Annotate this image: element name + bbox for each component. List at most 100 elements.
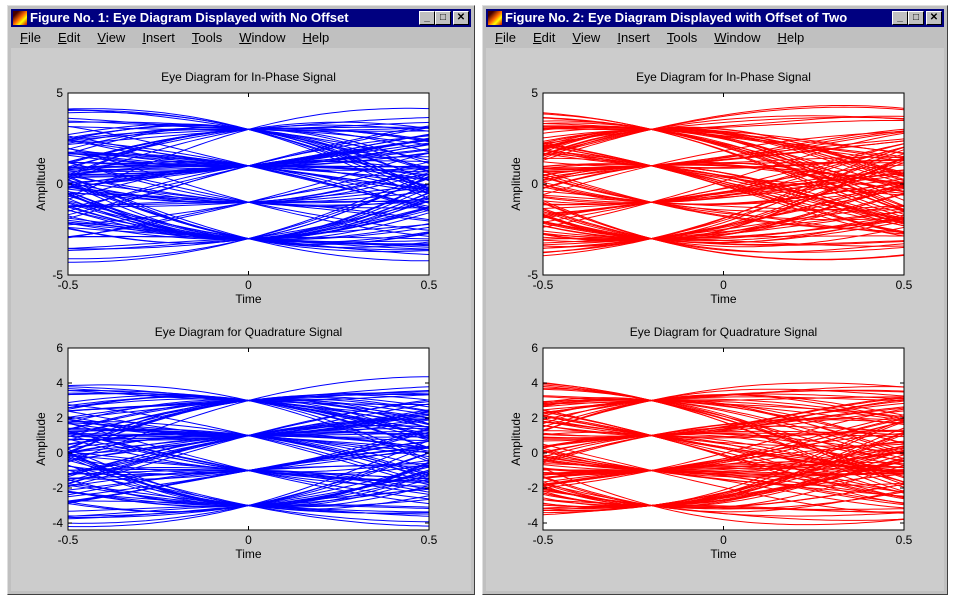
eye-trace xyxy=(542,201,905,253)
x-tick-label: -0.5 xyxy=(533,533,554,547)
eye-trace xyxy=(67,469,430,507)
eye-trace xyxy=(67,435,429,482)
maximize-button[interactable]: □ xyxy=(435,11,451,25)
eye-trace xyxy=(542,176,905,212)
eye-trace xyxy=(67,386,430,412)
matlab-logo-icon xyxy=(488,11,502,25)
x-tick-label: 0 xyxy=(720,533,727,547)
menu-file[interactable]: File xyxy=(20,30,41,45)
eye-trace xyxy=(542,399,905,444)
menu-insert[interactable]: Insert xyxy=(142,30,175,45)
eye-trace xyxy=(542,149,905,242)
eye-trace xyxy=(542,120,905,211)
chart-title: Eye Diagram for Quadrature Signal xyxy=(630,325,817,339)
y-tick-label: 4 xyxy=(531,376,538,390)
eye-trace xyxy=(542,186,905,240)
y-tick-label: 0 xyxy=(56,446,63,460)
axes: -0.5 0 0.5 -4 -2 0 2 4 6 Eye Diagram for Quadratu… xyxy=(509,325,913,561)
y-tick-label: 6 xyxy=(56,341,63,355)
eye-trace xyxy=(542,467,905,526)
y-tick-label: 2 xyxy=(531,411,538,425)
menu-window[interactable]: Window xyxy=(714,30,761,45)
traces xyxy=(542,382,905,526)
eye-trace xyxy=(542,131,905,196)
minimize-button[interactable]: _ xyxy=(892,11,908,25)
x-tick-label: -0.5 xyxy=(533,278,554,292)
x-tick-label: 0.5 xyxy=(896,533,913,547)
traces xyxy=(542,105,905,261)
eye-trace xyxy=(542,447,905,478)
eye-trace xyxy=(67,165,430,176)
y-tick-label: 5 xyxy=(56,86,63,100)
x-tick-label: -0.5 xyxy=(58,533,79,547)
eye-trace xyxy=(542,414,905,493)
x-axis-label: Time xyxy=(235,547,262,561)
eye-trace xyxy=(542,125,905,213)
eye-trace xyxy=(542,214,905,241)
menu-help[interactable]: Help xyxy=(302,30,330,45)
eye-trace xyxy=(542,425,905,438)
y-axis-label: Amplitude xyxy=(509,412,523,466)
eye-trace xyxy=(543,126,905,159)
eye-trace xyxy=(542,190,905,235)
maximize-button[interactable]: □ xyxy=(908,11,924,25)
menu-edit[interactable]: Edit xyxy=(532,30,556,45)
title-bar[interactable]: Figure No. 1: Eye Diagram Displayed with… xyxy=(11,9,471,27)
eye-diagram-figure: -0.5 0 0.5 -5 0 5 Eye Diagram for In-Phase Sig… xyxy=(509,70,913,561)
eye-trace xyxy=(542,431,905,507)
x-tick-label: 0.5 xyxy=(421,278,438,292)
menu-edit[interactable]: Edit xyxy=(57,30,81,45)
axes: -0.5 0 0.5 -5 0 5 Eye Diagram for In-Phase Sig… xyxy=(34,70,438,306)
close-button[interactable]: ✕ xyxy=(926,11,942,25)
title-bar[interactable]: Figure No. 2: Eye Diagram Displayed with… xyxy=(486,9,944,27)
x-tick-label: -0.5 xyxy=(58,278,79,292)
y-tick-label: 5 xyxy=(531,86,538,100)
traces xyxy=(67,107,430,263)
close-button[interactable]: ✕ xyxy=(453,11,469,25)
eye-trace xyxy=(542,382,905,431)
eye-trace xyxy=(542,443,905,514)
menu-tools[interactable]: Tools xyxy=(191,30,223,45)
minimize-button[interactable]: _ xyxy=(419,11,435,25)
eye-trace xyxy=(542,399,905,454)
y-tick-label: 0 xyxy=(531,446,538,460)
eye-trace xyxy=(542,200,905,261)
menu-window[interactable]: Window xyxy=(239,30,286,45)
x-axis-label: Time xyxy=(235,292,262,306)
eye-trace xyxy=(542,140,905,171)
eye-trace xyxy=(542,184,905,249)
menu-view[interactable]: View xyxy=(572,30,601,45)
x-tick-label: 0 xyxy=(245,533,252,547)
eye-trace xyxy=(542,469,905,493)
menu-help[interactable]: Help xyxy=(777,30,805,45)
eye-trace xyxy=(542,128,905,210)
window-title: Figure No. 2: Eye Diagram Displayed with… xyxy=(505,10,848,25)
x-tick-label: 0.5 xyxy=(421,533,438,547)
eye-trace xyxy=(542,399,905,436)
menu-view[interactable]: View xyxy=(97,30,126,45)
chart-title: Eye Diagram for In-Phase Signal xyxy=(636,70,811,84)
eye-trace xyxy=(542,406,905,439)
x-tick-label: 0 xyxy=(720,278,727,292)
eye-diagram-figure: -0.5 0 0.5 -5 0 5 Eye Diagram for In-Phase Sig… xyxy=(34,70,438,561)
eye-trace xyxy=(542,146,905,203)
menu-file[interactable]: File xyxy=(495,30,516,45)
eye-trace xyxy=(542,461,905,486)
figure-window-1: Figure No. 1: Eye Diagram Displayed with… xyxy=(7,5,475,595)
matlab-logo-icon xyxy=(13,11,27,25)
axes: -0.5 0 0.5 -4 -2 0 2 4 6 Eye Diagram for Quadratu… xyxy=(34,325,438,561)
menu-insert[interactable]: Insert xyxy=(617,30,650,45)
eye-trace xyxy=(67,123,430,189)
eye-trace xyxy=(542,194,905,211)
eye-trace xyxy=(542,389,905,411)
eye-trace xyxy=(542,388,905,483)
eye-trace xyxy=(542,150,905,234)
eye-trace xyxy=(542,149,905,169)
eye-trace xyxy=(542,450,905,508)
menu-tools[interactable]: Tools xyxy=(666,30,698,45)
eye-trace xyxy=(542,414,905,476)
y-tick-label: -4 xyxy=(52,516,63,530)
y-axis-label: Amplitude xyxy=(34,157,48,211)
eye-trace xyxy=(542,237,904,247)
y-tick-label: -5 xyxy=(527,268,538,282)
